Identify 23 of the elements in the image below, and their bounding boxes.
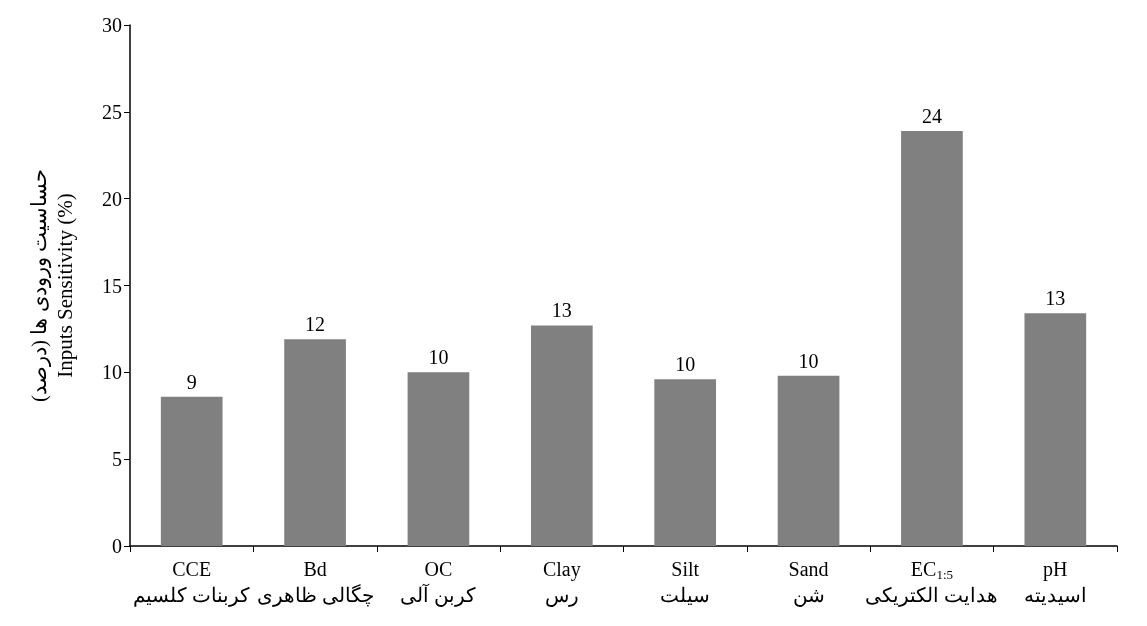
y-tick-label: 15 [102,274,122,297]
data-label: 13 [551,299,572,322]
data-label: 9 [186,370,197,393]
y-tick-label: 25 [102,100,122,123]
data-label: 12 [305,313,326,336]
y-tick-label: 30 [102,14,122,36]
bar [407,372,470,546]
bar [160,396,223,546]
data-label: 10 [428,346,449,369]
y-tick-label: 20 [102,187,122,210]
bar [901,130,963,546]
y-tick-label: 5 [112,448,122,471]
bar [530,325,593,546]
data-label: 10 [675,353,696,376]
bar [777,375,840,546]
data-label: 24 [921,104,942,127]
y-tick-label: 0 [112,535,122,557]
data-label: 10 [798,349,819,372]
bar [1024,313,1087,546]
bar [284,339,346,546]
y-tick-label: 10 [102,361,122,384]
bar [654,379,717,546]
data-label: 13 [1045,287,1066,310]
